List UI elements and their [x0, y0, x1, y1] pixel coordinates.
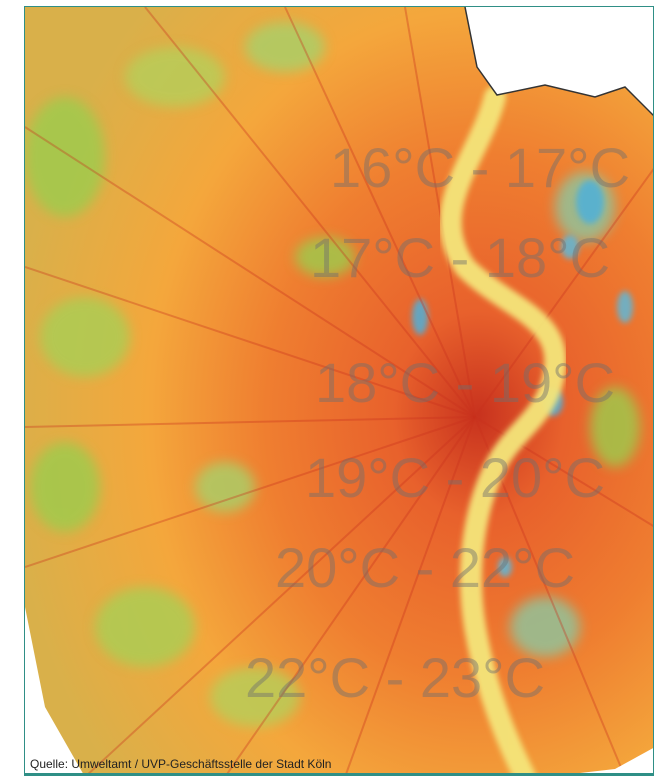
city-boundary	[464, 7, 653, 117]
source-caption: Quelle: Umweltamt / UVP-Geschäftsstelle …	[30, 757, 332, 771]
zone-label: 16°C - 17°C	[330, 136, 630, 199]
zone-label: 19°C - 20°C	[305, 446, 605, 509]
zone-label: 17°C - 18°C	[310, 226, 610, 289]
heat-map-frame: 16°C - 17°C 17°C - 18°C 18°C - 19°C 19°C…	[24, 6, 654, 776]
river-rhine	[439, 86, 567, 773]
zone-label: 20°C - 22°C	[275, 536, 575, 599]
city-area	[25, 7, 653, 773]
heat-map[interactable]: 16°C - 17°C 17°C - 18°C 18°C - 19°C 19°C…	[25, 7, 654, 776]
zone-label: 22°C - 23°C	[245, 646, 545, 709]
zone-label: 18°C - 19°C	[315, 351, 615, 414]
green-areas	[25, 22, 640, 727]
